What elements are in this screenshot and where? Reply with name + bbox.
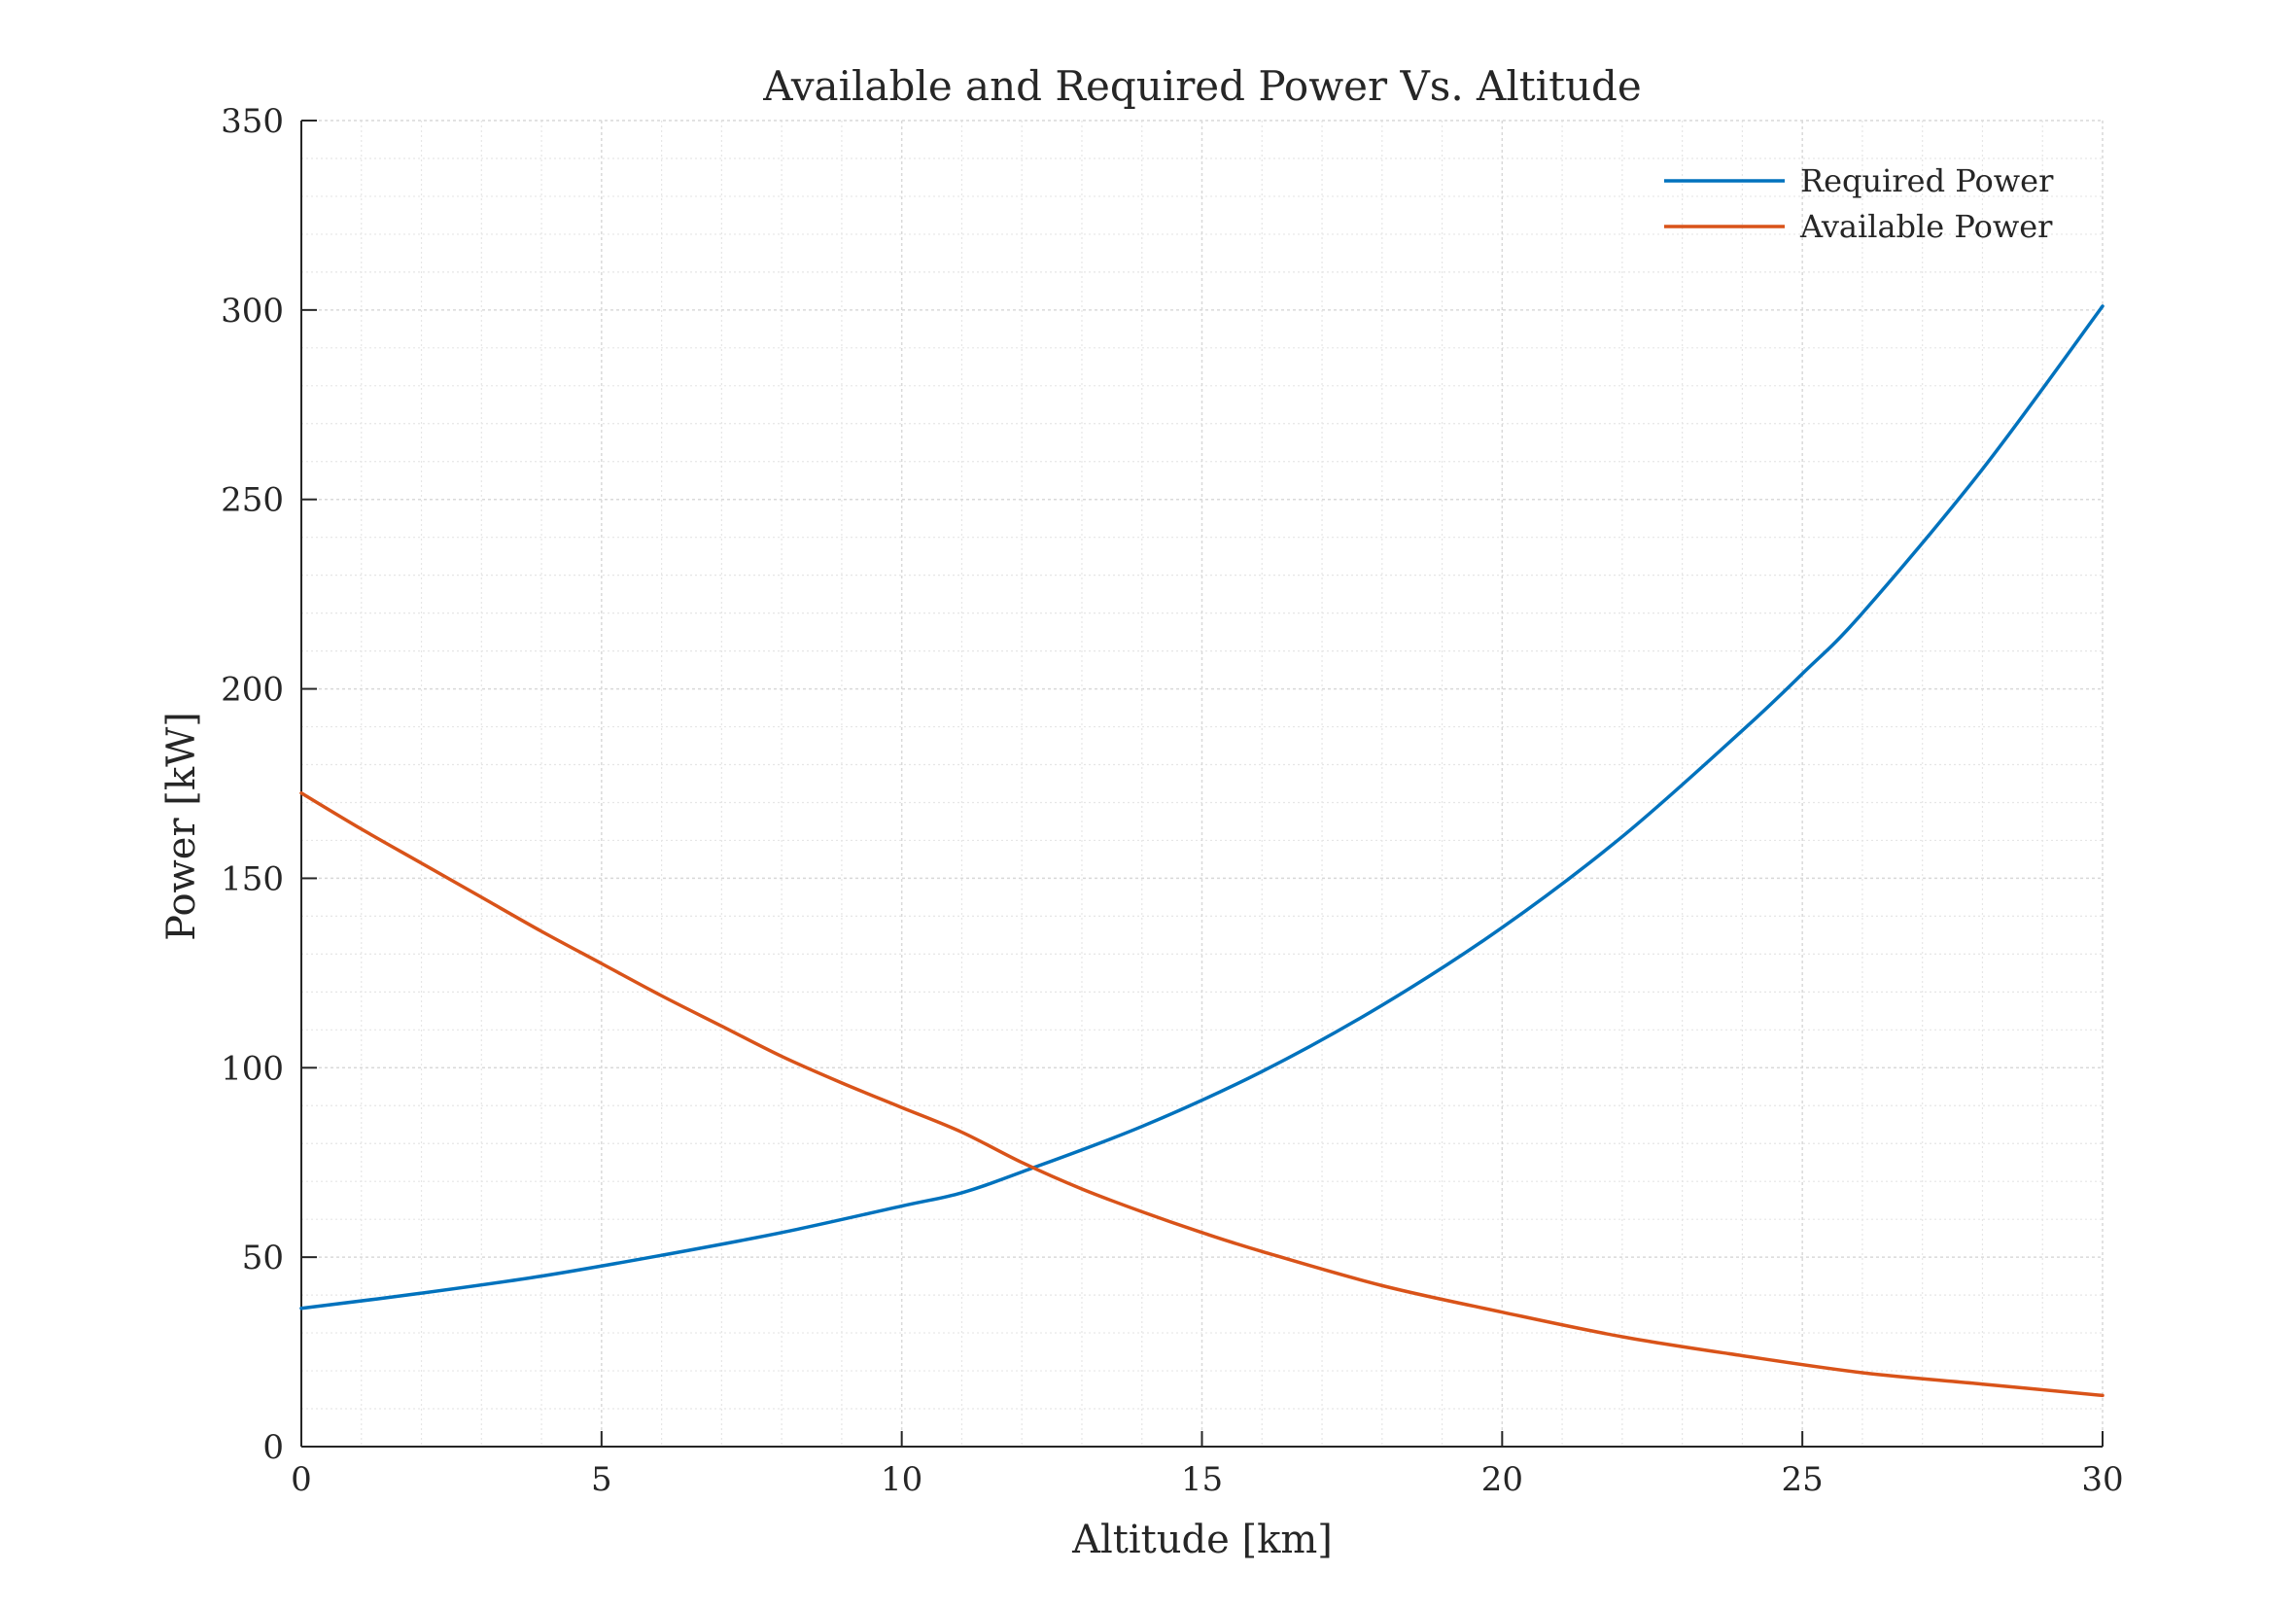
x-tick-label: 0: [291, 1460, 312, 1499]
grid: [300, 120, 2104, 1448]
x-tick-label: 30: [2081, 1460, 2123, 1499]
series-line-0: [299, 304, 2105, 1311]
x-tick-label: 5: [591, 1460, 612, 1499]
x-tick-label: 15: [1181, 1460, 1223, 1499]
y-tick-label: 250: [221, 481, 284, 520]
y-tick-label: 100: [221, 1049, 284, 1088]
legend: Required Power Available Power: [1664, 162, 2054, 245]
y-tick-label: 200: [221, 671, 284, 710]
x-tick-label: 25: [1782, 1460, 1824, 1499]
series-line-1: [299, 790, 2105, 1398]
y-tick-label: 350: [221, 102, 284, 141]
y-tick-label: 50: [242, 1239, 284, 1277]
legend-label-1: Available Power: [1799, 208, 2053, 245]
y-tick-label: 300: [221, 292, 284, 331]
chart-title: Available and Required Power Vs. Altitud…: [762, 62, 1642, 110]
x-tick-label: 10: [881, 1460, 922, 1499]
series-group: [299, 304, 2105, 1398]
y-tick-label: 0: [262, 1428, 284, 1467]
y-axis-label: Power [kW]: [159, 712, 204, 941]
x-tick-label: 20: [1481, 1460, 1523, 1499]
x-axis-label: Altitude [km]: [1071, 1518, 1333, 1562]
legend-label-0: Required Power: [1800, 162, 2054, 199]
y-tick-label: 150: [221, 859, 284, 898]
